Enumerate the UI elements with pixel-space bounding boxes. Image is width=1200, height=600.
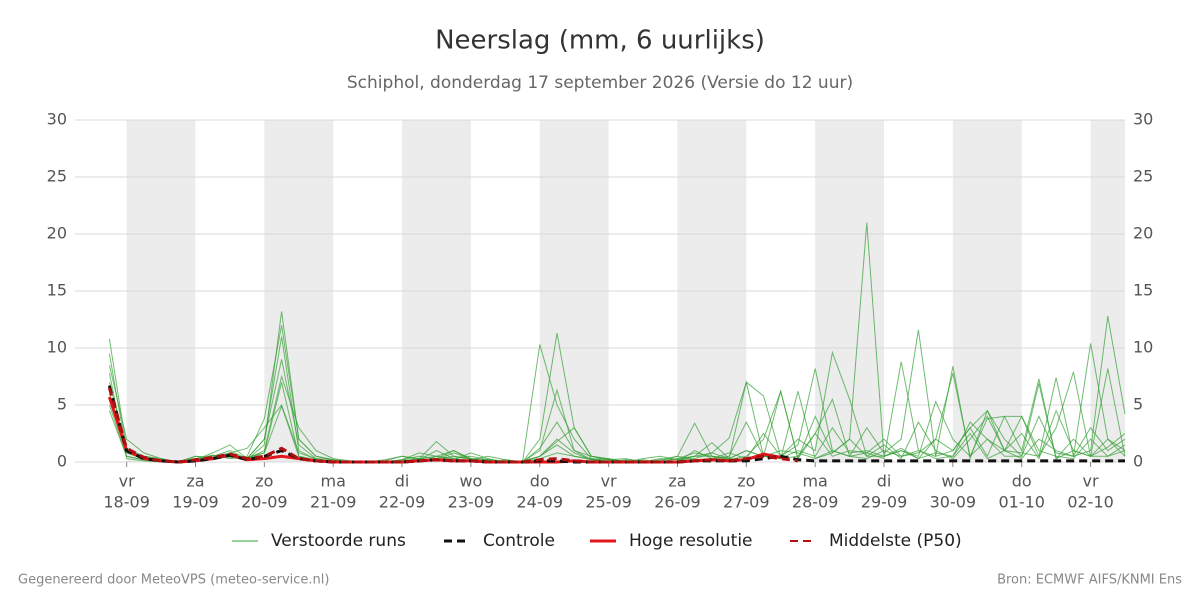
chart-title: Neerslag (mm, 6 uurlijks): [435, 26, 765, 56]
x-tick-label: ma: [802, 472, 827, 491]
series-line: [107, 387, 799, 464]
x-tick-label: vr: [119, 472, 135, 491]
y2-tick-label: 10: [1133, 338, 1153, 357]
x-tick-date: 22-09: [379, 493, 426, 512]
legend-label: Verstoorde runs: [271, 531, 406, 551]
y2-tick-label: 15: [1133, 281, 1153, 300]
x-tick-label: za: [668, 472, 686, 491]
y2-tick-label: 30: [1133, 110, 1153, 129]
x-tick-label: do: [1012, 472, 1032, 491]
y-tick-label: 20: [47, 224, 67, 243]
x-tick-date: 02-10: [1067, 493, 1114, 512]
x-tick-label: vr: [601, 472, 617, 491]
x-tick-label: di: [877, 472, 892, 491]
x-tick-label: vr: [1083, 472, 1099, 491]
x-tick-date: 20-09: [241, 493, 288, 512]
y-tick-label: 0: [57, 452, 67, 471]
x-tick-label: zo: [255, 472, 273, 491]
x-tick-label: za: [186, 472, 204, 491]
footer-right: Bron: ECMWF AIFS/KNMI Ens: [997, 573, 1182, 588]
x-tick-label: wo: [941, 472, 964, 491]
y-tick-label: 25: [47, 167, 67, 186]
legend-label: Controle: [483, 531, 555, 551]
x-tick-date: 01-10: [998, 493, 1045, 512]
x-tick-label: zo: [737, 472, 755, 491]
legend-label: Middelste (P50): [829, 531, 962, 551]
x-tick-date: 19-09: [172, 493, 219, 512]
ensemble-line: [108, 329, 1126, 463]
footer-left: Gegenereerd door MeteoVPS (meteo-service…: [18, 573, 329, 588]
x-tick-label: wo: [459, 472, 482, 491]
chart-subtitle: Schiphol, donderdag 17 september 2026 (V…: [347, 73, 853, 93]
x-tick-label: ma: [321, 472, 346, 491]
y-tick-label: 5: [57, 395, 67, 414]
y-tick-label: 10: [47, 338, 67, 357]
x-tick-label: do: [530, 472, 550, 491]
y2-tick-label: 25: [1133, 167, 1153, 186]
x-tick-date: 28-09: [792, 493, 839, 512]
x-tick-date: 25-09: [585, 493, 632, 512]
x-tick-date: 24-09: [517, 493, 564, 512]
y-tick-label: 30: [47, 110, 67, 129]
x-tick-date: 21-09: [310, 493, 357, 512]
y2-tick-label: 20: [1133, 224, 1153, 243]
y2-tick-label: 0: [1133, 452, 1143, 471]
x-tick-date: 23-09: [448, 493, 495, 512]
x-tick-date: 18-09: [103, 493, 150, 512]
legend-label: Hoge resolutie: [629, 531, 753, 551]
y2-tick-label: 5: [1133, 395, 1143, 414]
x-tick-date: 26-09: [654, 493, 701, 512]
ensemble-line: [108, 359, 1126, 463]
x-tick-date: 30-09: [930, 493, 977, 512]
x-tick-date: 29-09: [861, 493, 908, 512]
y-tick-label: 15: [47, 281, 67, 300]
x-tick-label: di: [395, 472, 410, 491]
x-tick-date: 27-09: [723, 493, 770, 512]
